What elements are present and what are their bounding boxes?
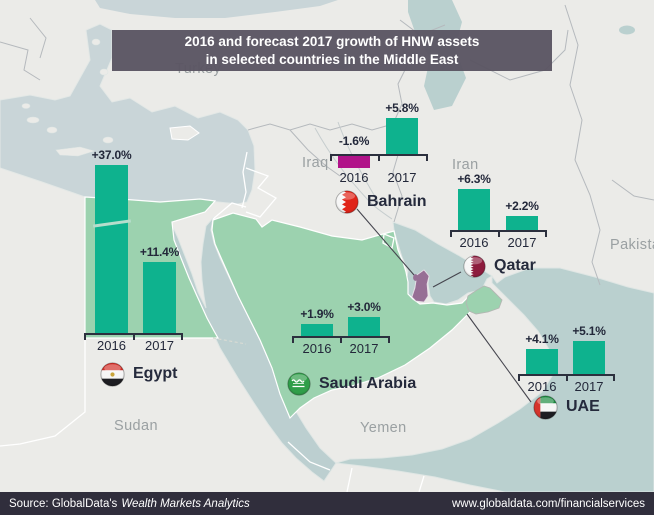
value-label-qatar-2016: +6.3% — [457, 172, 491, 186]
bar-qatar-2016 — [458, 189, 490, 230]
chart-title-line2: in selected countries in the Middle East — [205, 51, 459, 67]
qatar-leader-line — [432, 271, 462, 288]
egypt-flag-icon — [100, 361, 125, 387]
axis-tick — [84, 333, 86, 340]
bahrain-leader-line — [356, 208, 415, 276]
year-label-qatar-2017: 2017 — [507, 235, 537, 250]
year-label-bahrain-2017: 2017 — [387, 170, 417, 185]
saudi-arabia-flag-chip: Saudi Arabia — [287, 371, 416, 397]
value-label-uae-2017: +5.1% — [572, 324, 606, 338]
axis-tick — [497, 230, 500, 237]
source-prefix: Source: GlobalData's — [9, 497, 118, 510]
cyprus-island — [169, 125, 200, 141]
saudi-arabia-flag-icon — [287, 372, 311, 396]
source-product: Wealth Markets Analytics — [121, 497, 250, 510]
source-text: Source: GlobalData's Wealth Markets Analy… — [9, 498, 250, 510]
uae-region — [465, 285, 503, 315]
black-sea — [95, 0, 338, 18]
axis-tick — [426, 154, 428, 161]
axis-tick — [545, 230, 547, 237]
bahrain-label: Bahrain — [367, 193, 427, 210]
bahrain-region — [413, 274, 418, 281]
uae-flag-icon — [533, 394, 558, 420]
value-label-qatar-2017: +2.2% — [505, 199, 539, 213]
year-label-saudi-arabia-2017: 2017 — [349, 341, 379, 356]
saudi-arabia-label: Saudi Arabia — [319, 375, 417, 392]
bar-bahrain-2016 — [338, 156, 370, 168]
axis-tick — [181, 333, 183, 340]
axis-tick — [450, 230, 452, 237]
axis-tick — [378, 154, 380, 161]
bar-qatar-2017 — [506, 216, 538, 230]
axis-tick — [518, 374, 520, 381]
dashed-border — [212, 337, 247, 345]
value-label-bahrain-2016: -1.6% — [338, 134, 370, 148]
value-label-saudi-arabia-2017: +3.0% — [347, 300, 381, 314]
bar-egypt-2017 — [143, 262, 176, 333]
year-label-qatar-2016: 2016 — [459, 235, 489, 250]
value-label-egypt-2016: +37.0% — [91, 148, 132, 162]
egypt-label: Egypt — [133, 365, 178, 382]
small-lake — [619, 25, 635, 35]
egypt-flag-chip: Egypt — [100, 361, 177, 387]
year-label-uae-2016: 2016 — [527, 379, 557, 394]
value-label-bahrain-2017: +5.8% — [385, 101, 419, 115]
chart-title-line1: 2016 and forecast 2017 growth of HNW ass… — [184, 34, 480, 49]
year-label-egypt-2016: 2016 — [97, 338, 126, 353]
year-label-bahrain-2016: 2016 — [339, 170, 369, 185]
chart-title: 2016 and forecast 2017 growth of HNW ass… — [112, 30, 552, 71]
footer-bar: Source: GlobalData's Wealth Markets Analy… — [0, 492, 654, 515]
axis-tick — [388, 336, 390, 343]
year-label-saudi-arabia-2016: 2016 — [302, 341, 332, 356]
bar-saudi-arabia-2017 — [348, 317, 380, 336]
uae-label: UAE — [566, 398, 600, 415]
qatar-flag-chip: Qatar — [463, 253, 536, 279]
axis-tick — [565, 374, 568, 381]
uae-leader-line — [466, 313, 532, 403]
bar-saudi-arabia-2016 — [301, 324, 333, 336]
bahrain-flag-icon — [335, 190, 359, 214]
uae-flag-chip: UAE — [533, 394, 600, 420]
axis-tick — [132, 333, 135, 340]
year-label-egypt-2017: 2017 — [145, 338, 174, 353]
qatar-region — [411, 269, 430, 303]
axis-tick — [613, 374, 615, 381]
qatar-flag-icon — [463, 254, 486, 278]
axis-tick — [340, 336, 342, 343]
bahrain-flag-chip: Bahrain — [335, 189, 427, 215]
axis-tick — [330, 154, 332, 161]
value-label-uae-2016: +4.1% — [525, 332, 559, 346]
value-label-saudi-arabia-2016: +1.9% — [300, 307, 334, 321]
axis-tick — [292, 336, 294, 343]
year-label-uae-2017: 2017 — [574, 379, 604, 394]
country-borders-white — [0, 151, 425, 493]
bar-uae-2016 — [526, 349, 558, 374]
bar-egypt-2016 — [92, 165, 132, 333]
bar-bahrain-2017 — [386, 118, 418, 154]
qatar-label: Qatar — [494, 257, 536, 274]
footer-url[interactable]: www.globaldata.com/financialservices — [451, 497, 645, 510]
aegean-islands — [21, 38, 114, 157]
value-label-egypt-2017: +11.4% — [139, 245, 180, 259]
bar-uae-2017 — [573, 341, 605, 374]
